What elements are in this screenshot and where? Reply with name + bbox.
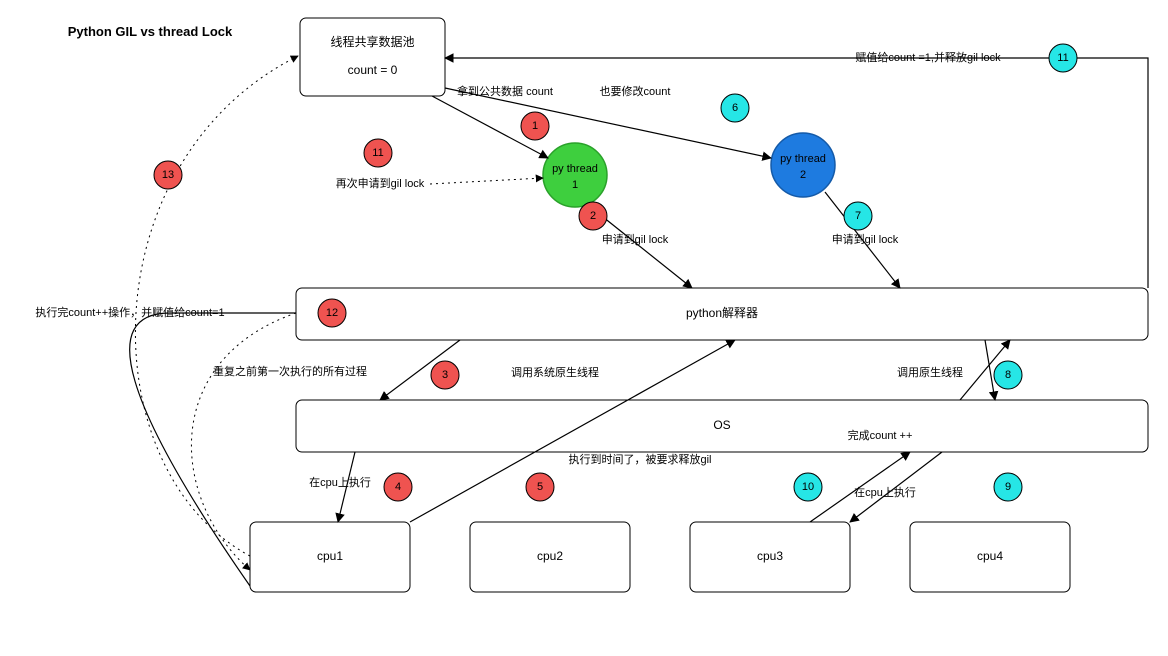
svg-text:2: 2 [800,169,806,181]
edge-label-e12: 重复之前第一次执行的所有过程 [213,364,367,378]
edge-label-e8: 调用原生线程 [897,365,963,379]
svg-text:4: 4 [395,481,401,493]
svg-text:1: 1 [532,120,538,132]
step-badge-s2: 2 [579,202,607,230]
step-badge-s4: 4 [384,473,412,501]
step-badge-s11r: 11 [364,139,392,167]
edge-label-e4: 在cpu上执行 [309,475,371,489]
step-badge-s1: 1 [521,112,549,140]
edge-pool-thread2 [445,88,771,158]
step-badge-s6: 6 [721,94,749,122]
edge-label-e6: 也要修改count [600,84,671,98]
svg-text:1: 1 [572,179,578,191]
pool-label1: 线程共享数据池 [330,34,414,49]
svg-text:py thread: py thread [552,163,598,175]
pool-label2: count = 0 [348,63,398,77]
step-badge-s5: 5 [526,473,554,501]
svg-text:5: 5 [537,481,543,493]
edge-dot-11r [430,178,543,184]
edge-label-e1: 拿到公共数据 count [457,84,553,98]
step-badge-s13: 13 [154,161,182,189]
svg-text:13: 13 [162,169,174,181]
edge-interp-os-r [985,340,995,400]
step-badge-s11c: 11 [1049,44,1077,72]
pool-box [300,18,445,96]
edge-label-e9: 在cpu上执行 [854,485,916,499]
edge-label-e11r: 再次申请到gil lock [336,176,425,190]
edge-label-e10: 完成count ++ [848,428,913,442]
cpu4-label: cpu4 [977,549,1003,563]
thread1-node [543,143,607,207]
edge-label-e7: 申请到gil lock [832,233,899,246]
step-badge-s8: 8 [994,361,1022,389]
os-label: OS [713,418,730,432]
cpu3-label: cpu3 [757,549,783,563]
step-badge-s7: 7 [844,202,872,230]
thread2-node [771,133,835,197]
svg-text:3: 3 [442,369,448,381]
edge-label-e2: 申请到gil lock [602,233,669,246]
svg-text:10: 10 [802,481,814,493]
svg-text:9: 9 [1005,481,1011,493]
cpu2-label: cpu2 [537,549,563,563]
svg-text:7: 7 [855,210,861,222]
edge-label-e3a: 调用系统原生线程 [511,365,599,379]
svg-text:8: 8 [1005,369,1011,381]
step-badge-s3: 3 [431,361,459,389]
svg-text:11: 11 [372,147,383,159]
edge-label-e11: 赋值给count =1,并释放gil lock [855,50,1001,64]
interp-label: python解释器 [686,306,758,320]
step-badge-s10: 10 [794,473,822,501]
svg-text:6: 6 [732,102,738,114]
svg-text:11: 11 [1057,52,1068,64]
edge-label-e5: 执行到时间了，被要求释放gil [568,452,711,466]
step-badge-s12: 12 [318,299,346,327]
diagram-title: Python GIL vs thread Lock [68,24,233,39]
svg-text:12: 12 [326,307,338,319]
cpu1-label: cpu1 [317,549,343,563]
step-badge-s9: 9 [994,473,1022,501]
svg-text:py thread: py thread [780,153,826,165]
edge-label-e13: 执行完count++操作，并赋值给count=1 [35,305,224,319]
svg-text:2: 2 [590,210,596,222]
